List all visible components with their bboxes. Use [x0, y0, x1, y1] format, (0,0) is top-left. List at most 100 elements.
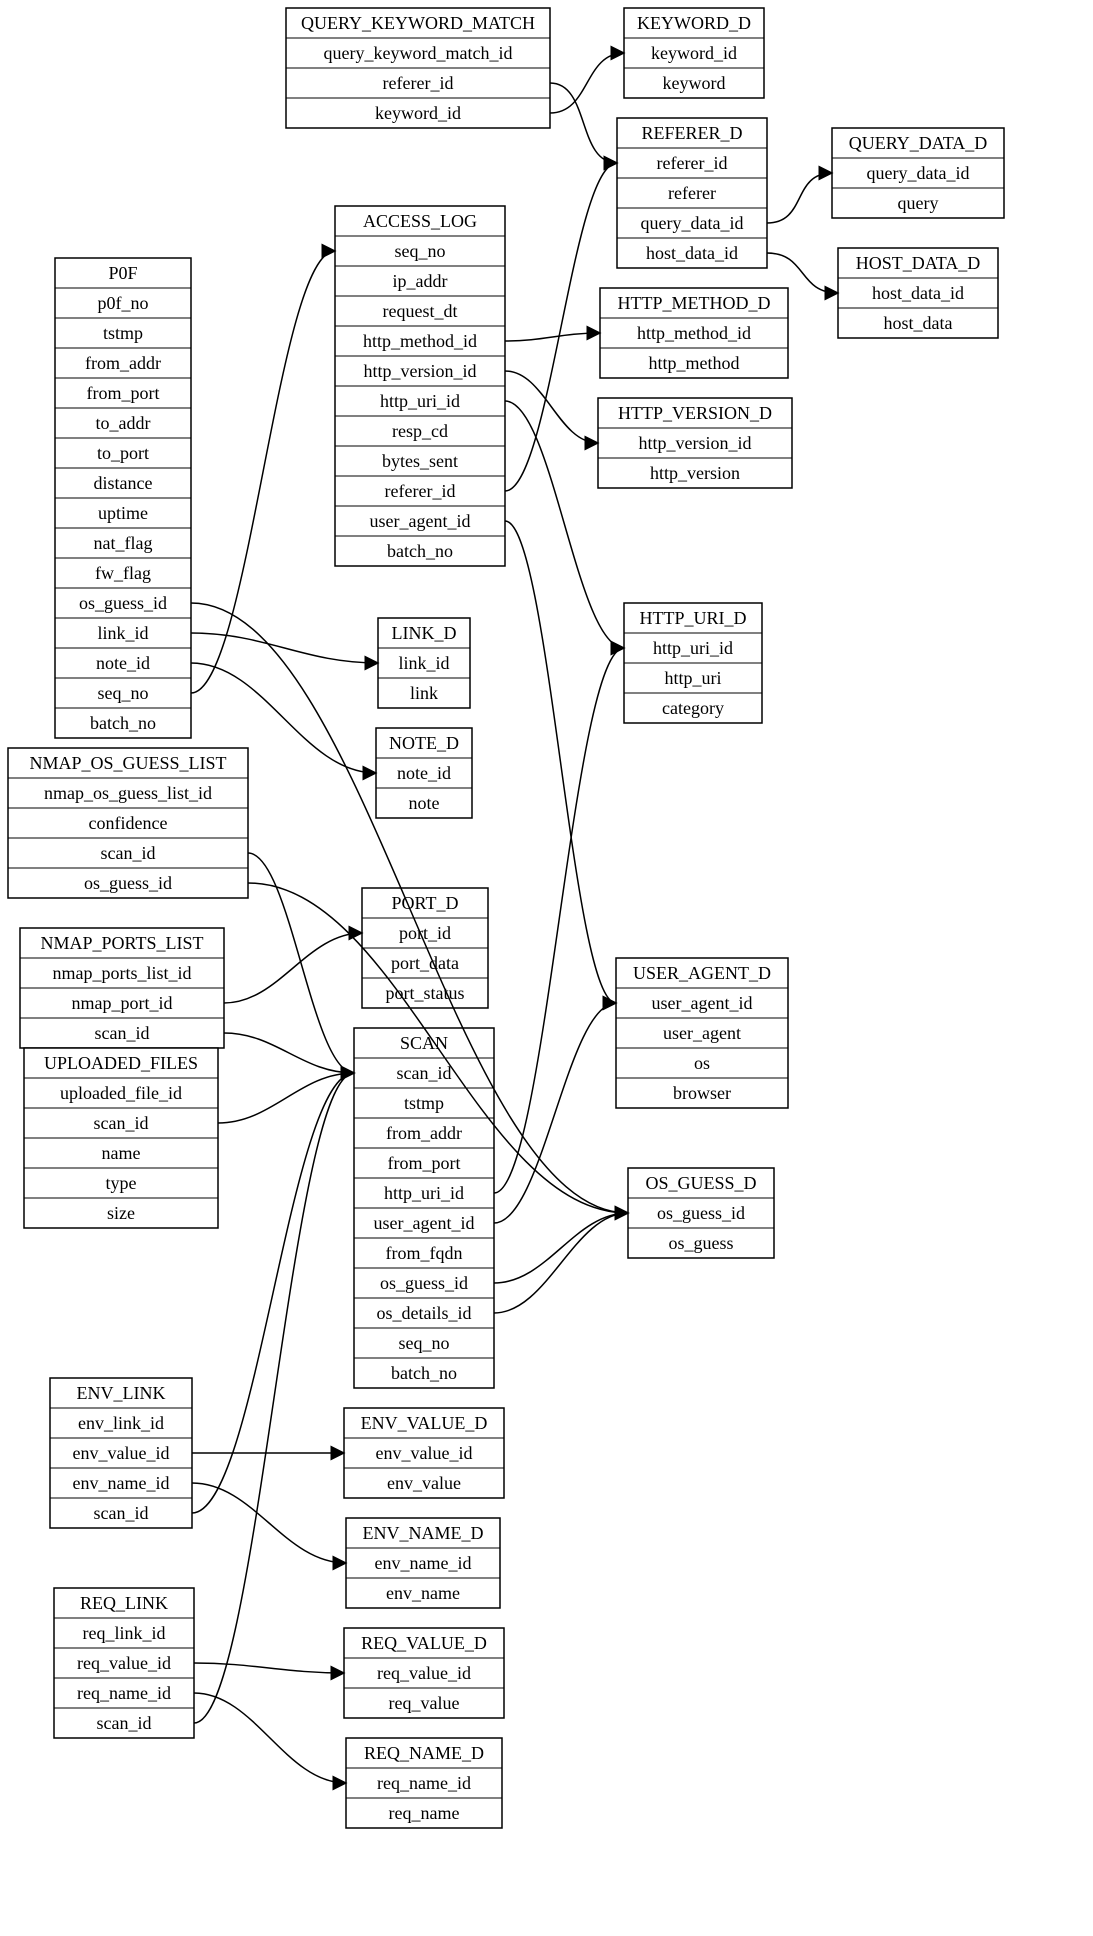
entity-link_d: LINK_Dlink_idlink — [378, 618, 470, 708]
entity-field: p0f_no — [98, 293, 149, 313]
entity-title: HTTP_URI_D — [640, 608, 747, 628]
relation-edge — [494, 648, 624, 1193]
entity-field: confidence — [89, 813, 168, 833]
entity-field: port_data — [391, 953, 459, 973]
entity-field: browser — [673, 1083, 731, 1103]
entity-title: NOTE_D — [389, 733, 459, 753]
entity-title: UPLOADED_FILES — [44, 1053, 198, 1073]
entity-field: http_method — [649, 353, 740, 373]
entity-field: host_data_id — [646, 243, 738, 263]
entity-title: REQ_VALUE_D — [361, 1633, 487, 1653]
entity-field: batch_no — [387, 541, 453, 561]
entity-title: REQ_LINK — [80, 1593, 168, 1613]
entity-title: QUERY_DATA_D — [849, 133, 988, 153]
entity-field: os_guess_id — [84, 873, 172, 893]
entity-title: REQ_NAME_D — [364, 1743, 484, 1763]
entity-field: http_uri_id — [653, 638, 733, 658]
entity-http_version_d: HTTP_VERSION_Dhttp_version_idhttp_versio… — [598, 398, 792, 488]
entity-field: nmap_ports_list_id — [53, 963, 192, 983]
entity-field: http_uri — [665, 668, 722, 688]
er-diagram: QUERY_KEYWORD_MATCHquery_keyword_match_i… — [0, 0, 1093, 1936]
entity-field: uploaded_file_id — [60, 1083, 182, 1103]
entity-field: user_agent — [663, 1023, 741, 1043]
entity-field: http_version_id — [364, 361, 477, 381]
entity-field: nmap_port_id — [72, 993, 173, 1013]
relation-edge — [505, 371, 598, 443]
entity-field: query_data_id — [867, 163, 970, 183]
entity-field: os_guess — [668, 1233, 733, 1253]
entity-field: keyword_id — [375, 103, 461, 123]
entity-field: distance — [94, 473, 153, 493]
entity-env_value_d: ENV_VALUE_Denv_value_idenv_value — [344, 1408, 504, 1498]
relation-edge — [191, 251, 335, 693]
entity-field: req_value_id — [77, 1653, 171, 1673]
relation-edge — [248, 853, 354, 1073]
entity-field: request_dt — [383, 301, 458, 321]
entity-nmap_os_guess_list: NMAP_OS_GUESS_LISTnmap_os_guess_list_idc… — [8, 748, 248, 898]
entity-field: http_uri_id — [380, 391, 460, 411]
entity-field: scan_id — [94, 1503, 149, 1523]
entity-field: link — [410, 683, 438, 703]
entity-field: env_value_id — [376, 1443, 473, 1463]
entity-field: http_method_id — [637, 323, 751, 343]
entity-query_keyword_match: QUERY_KEYWORD_MATCHquery_keyword_match_i… — [286, 8, 550, 128]
entity-title: OS_GUESS_D — [645, 1173, 756, 1193]
entity-field: req_name — [389, 1803, 460, 1823]
entity-field: scan_id — [94, 1113, 149, 1133]
entity-field: type — [106, 1173, 137, 1193]
relation-edge — [505, 521, 616, 1003]
entity-field: fw_flag — [95, 563, 151, 583]
entity-field: note_id — [397, 763, 451, 783]
entity-field: name — [102, 1143, 141, 1163]
entity-title: LINK_D — [392, 623, 457, 643]
entity-field: query_data_id — [641, 213, 744, 233]
entity-field: referer_id — [657, 153, 728, 173]
entity-host_data_d: HOST_DATA_Dhost_data_idhost_data — [838, 248, 998, 338]
entity-field: referer_id — [385, 481, 456, 501]
entity-field: env_value — [387, 1473, 461, 1493]
relation-edge — [494, 1003, 616, 1223]
entity-http_method_d: HTTP_METHOD_D http_method_id http_method — [600, 288, 788, 378]
entity-title: HTTP_METHOD_D — [618, 293, 771, 313]
entity-field: query_keyword_match_id — [324, 43, 513, 63]
entity-p0f: P0Fp0f_notstmpfrom_addrfrom_portto_addrt… — [55, 258, 191, 738]
entity-field: batch_no — [90, 713, 156, 733]
entity-env_name_d: ENV_NAME_D env_name_id env_name — [346, 1518, 500, 1608]
relation-edge — [194, 1663, 344, 1673]
entity-nmap_ports_list: NMAP_PORTS_LIST nmap_ports_list_id nmap_po… — [20, 928, 224, 1048]
relation-edge — [767, 253, 838, 293]
entity-field: tstmp — [404, 1093, 444, 1113]
relation-edge — [505, 333, 600, 341]
entity-field: from_port — [87, 383, 160, 403]
entity-field: os — [694, 1053, 710, 1073]
entity-field: uptime — [98, 503, 148, 523]
relation-edge — [192, 1483, 346, 1563]
entity-title: KEYWORD_D — [637, 13, 751, 33]
entity-title: ENV_NAME_D — [363, 1523, 484, 1543]
entity-title: NMAP_PORTS_LIST — [41, 933, 204, 953]
entity-port_d: PORT_Dport_idport_dataport_status — [362, 888, 488, 1008]
entity-field: os_guess_id — [657, 1203, 745, 1223]
entity-field: nat_flag — [94, 533, 153, 553]
entity-field: os_guess_id — [79, 593, 167, 613]
entity-field: keyword — [663, 73, 726, 93]
entity-field: link_id — [97, 623, 148, 643]
entity-field: req_link_id — [83, 1623, 166, 1643]
entity-field: req_value_id — [377, 1663, 471, 1683]
entity-field: env_name — [386, 1583, 460, 1603]
entity-field: env_name_id — [375, 1553, 472, 1573]
entity-req_name_d: REQ_NAME_Dreq_name_idreq_name — [346, 1738, 502, 1828]
entity-title: P0F — [108, 263, 137, 283]
entity-title: ACCESS_LOG — [363, 211, 477, 231]
entity-field: http_version_id — [639, 433, 752, 453]
entity-field: resp_cd — [392, 421, 448, 441]
entity-field: seq_no — [395, 241, 446, 261]
entity-field: http_method_id — [363, 331, 477, 351]
entity-http_uri_d: HTTP_URI_Dhttp_uri_idhttp_uricategory — [624, 603, 762, 723]
entity-field: referer — [668, 183, 716, 203]
relation-edge — [194, 1693, 346, 1783]
entity-field: scan_id — [95, 1023, 150, 1043]
entity-title: USER_AGENT_D — [633, 963, 771, 983]
entity-field: from_port — [388, 1153, 461, 1173]
entity-field: nmap_os_guess_list_id — [44, 783, 212, 803]
